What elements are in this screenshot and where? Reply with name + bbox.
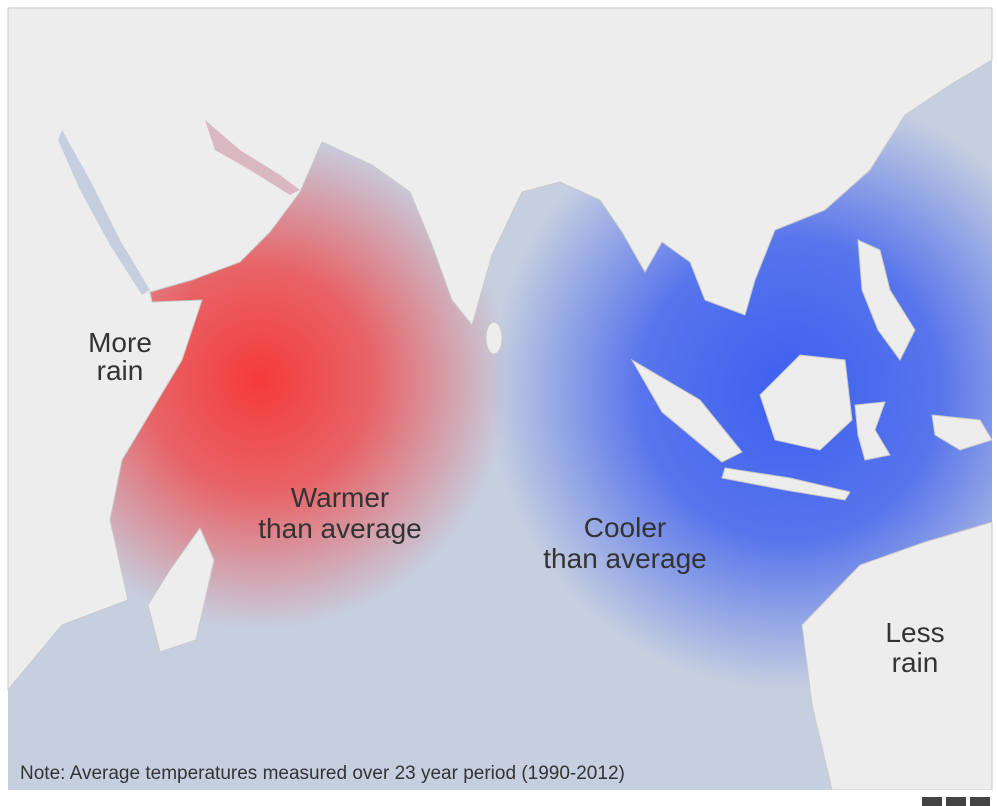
land — [7, 7, 993, 791]
footer — [8, 790, 992, 806]
less-rain-label: rain — [892, 647, 939, 678]
warmer-label: Warmer — [291, 482, 390, 513]
note: Note: Average temperatures measured over… — [20, 763, 625, 784]
bbc-logo — [922, 797, 990, 806]
warmer-label: than average — [258, 513, 421, 544]
more-rain-label: More — [88, 327, 152, 358]
cooler-label: Cooler — [584, 512, 666, 543]
less-rain-label: Less — [885, 617, 944, 648]
cooler-label: than average — [543, 543, 706, 574]
more-rain-label: rain — [97, 355, 144, 386]
